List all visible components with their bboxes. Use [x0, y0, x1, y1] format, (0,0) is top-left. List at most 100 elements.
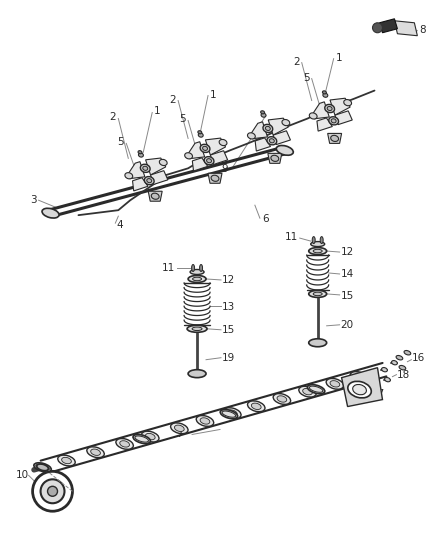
- Ellipse shape: [91, 449, 100, 455]
- Polygon shape: [268, 154, 282, 163]
- Text: 2: 2: [110, 112, 117, 123]
- Text: 8: 8: [419, 25, 426, 35]
- Text: 12: 12: [222, 275, 235, 285]
- Ellipse shape: [170, 423, 188, 434]
- Ellipse shape: [309, 113, 317, 119]
- Ellipse shape: [191, 264, 194, 271]
- Ellipse shape: [251, 403, 261, 409]
- Ellipse shape: [188, 276, 206, 282]
- Ellipse shape: [220, 409, 237, 419]
- Ellipse shape: [350, 372, 367, 382]
- Text: 15: 15: [341, 291, 354, 301]
- Polygon shape: [128, 161, 145, 179]
- Ellipse shape: [354, 374, 364, 380]
- Ellipse shape: [322, 91, 326, 94]
- Ellipse shape: [87, 447, 104, 458]
- Ellipse shape: [223, 408, 241, 418]
- Polygon shape: [210, 151, 228, 165]
- Text: 5: 5: [303, 72, 310, 83]
- Circle shape: [32, 471, 72, 511]
- Ellipse shape: [303, 389, 312, 395]
- Text: 4: 4: [117, 220, 123, 230]
- Ellipse shape: [145, 433, 155, 440]
- Text: 15: 15: [222, 325, 235, 335]
- Ellipse shape: [320, 237, 323, 244]
- Ellipse shape: [273, 393, 291, 405]
- Ellipse shape: [261, 111, 265, 114]
- Polygon shape: [148, 191, 162, 201]
- Polygon shape: [192, 158, 208, 171]
- Ellipse shape: [62, 457, 71, 464]
- Ellipse shape: [312, 237, 315, 244]
- Ellipse shape: [276, 146, 293, 155]
- Ellipse shape: [37, 464, 48, 471]
- Polygon shape: [188, 142, 205, 159]
- Ellipse shape: [331, 119, 336, 123]
- Ellipse shape: [396, 356, 403, 360]
- Polygon shape: [328, 133, 342, 143]
- Ellipse shape: [58, 455, 75, 466]
- Ellipse shape: [344, 100, 352, 106]
- Text: 1: 1: [154, 107, 161, 117]
- Ellipse shape: [267, 136, 277, 145]
- Ellipse shape: [282, 119, 290, 126]
- Ellipse shape: [327, 107, 332, 110]
- Text: 16: 16: [411, 353, 424, 363]
- Polygon shape: [395, 21, 417, 36]
- Ellipse shape: [185, 153, 192, 159]
- Polygon shape: [145, 158, 166, 175]
- Ellipse shape: [277, 396, 287, 402]
- Ellipse shape: [323, 93, 328, 98]
- Ellipse shape: [125, 173, 133, 179]
- Ellipse shape: [138, 151, 142, 154]
- Ellipse shape: [392, 360, 397, 365]
- Polygon shape: [205, 138, 226, 155]
- Circle shape: [372, 23, 382, 33]
- Ellipse shape: [348, 381, 371, 398]
- Polygon shape: [251, 122, 268, 139]
- Ellipse shape: [188, 370, 206, 378]
- Ellipse shape: [329, 117, 339, 125]
- Ellipse shape: [203, 147, 208, 150]
- Ellipse shape: [263, 124, 273, 133]
- Ellipse shape: [331, 135, 339, 141]
- Text: 6: 6: [262, 214, 268, 224]
- Text: 11: 11: [285, 232, 298, 242]
- Text: 18: 18: [396, 370, 410, 379]
- Ellipse shape: [198, 133, 203, 137]
- Ellipse shape: [265, 126, 270, 131]
- Circle shape: [48, 486, 57, 496]
- Ellipse shape: [385, 377, 390, 382]
- Ellipse shape: [309, 339, 327, 347]
- Polygon shape: [268, 118, 288, 135]
- Ellipse shape: [326, 378, 344, 389]
- Ellipse shape: [133, 434, 150, 443]
- Ellipse shape: [313, 292, 322, 296]
- Ellipse shape: [309, 386, 323, 392]
- Polygon shape: [317, 118, 332, 131]
- Ellipse shape: [120, 441, 130, 447]
- Ellipse shape: [353, 384, 367, 395]
- Ellipse shape: [140, 164, 150, 172]
- Text: 1: 1: [336, 53, 342, 63]
- Ellipse shape: [193, 277, 201, 281]
- Text: 5: 5: [180, 115, 186, 125]
- Text: 1: 1: [210, 90, 217, 100]
- Ellipse shape: [116, 439, 133, 449]
- Ellipse shape: [135, 436, 148, 442]
- Ellipse shape: [219, 140, 227, 146]
- Ellipse shape: [138, 153, 143, 157]
- Ellipse shape: [187, 325, 207, 332]
- Text: 14: 14: [341, 269, 354, 279]
- Polygon shape: [151, 171, 168, 184]
- Ellipse shape: [325, 104, 335, 112]
- Text: 13: 13: [222, 302, 235, 312]
- Ellipse shape: [151, 193, 159, 199]
- Polygon shape: [330, 98, 350, 115]
- Ellipse shape: [307, 385, 325, 394]
- Ellipse shape: [211, 175, 219, 181]
- Ellipse shape: [196, 416, 214, 426]
- Ellipse shape: [309, 290, 327, 297]
- Polygon shape: [255, 138, 271, 151]
- Text: 5: 5: [118, 138, 124, 148]
